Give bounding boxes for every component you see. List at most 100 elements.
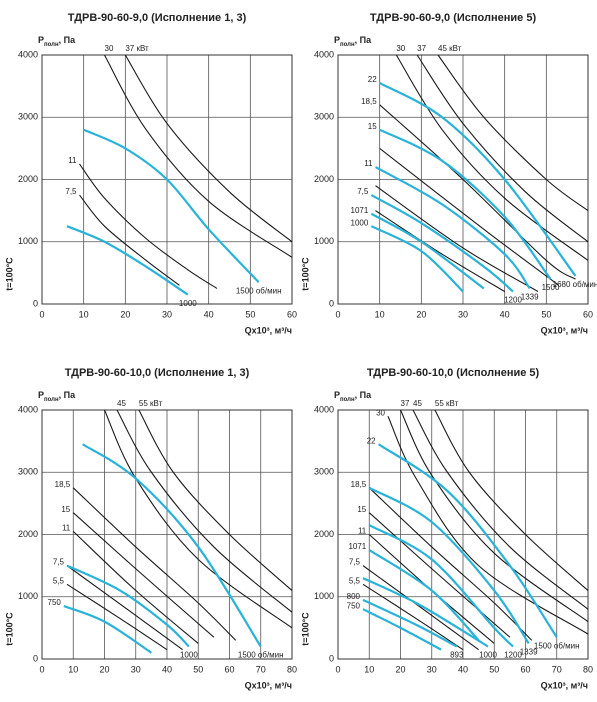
x-tick-label: 60 [287, 309, 297, 319]
curve [379, 104, 576, 280]
y-tick-label: 3000 [18, 112, 38, 122]
curve-label: 5,5 [53, 576, 65, 585]
curve-label: 15 [368, 122, 377, 131]
y-label-symbol: P [334, 390, 340, 400]
x-tick-label: 40 [204, 309, 214, 319]
curve-label: 750 [48, 598, 62, 607]
x-tick-label: 10 [68, 664, 78, 674]
curve [379, 82, 577, 277]
curve-label: 55 кВт [435, 399, 459, 408]
y-tick-label: 2000 [314, 529, 334, 539]
curve-label: 37 [401, 399, 410, 408]
curve-label: 11 [62, 523, 71, 532]
curve [362, 608, 442, 651]
curve-label: 1000 [479, 651, 497, 660]
side-label: t=100°C [300, 612, 310, 646]
y-tick-label: 1000 [314, 591, 334, 601]
curve-label: 1200 [504, 651, 522, 660]
side-label: t=100°C [4, 612, 14, 646]
curve-label: 7,5 [65, 187, 77, 196]
y-tick-label: 2000 [18, 174, 38, 184]
curve [66, 583, 168, 651]
curve [66, 565, 183, 651]
curve [375, 210, 505, 293]
y-label-unit: , Па [355, 35, 372, 45]
y-axis-label: Pполн, Па [334, 390, 372, 402]
curve [72, 487, 237, 641]
curve-label: 30 [105, 44, 114, 53]
x-tick-label: 0 [335, 309, 340, 319]
curve [116, 409, 293, 613]
curve [412, 409, 589, 610]
x-tick-label: 20 [395, 664, 405, 674]
y-label-unit: , Па [355, 390, 372, 400]
x-tick-label: 10 [79, 309, 89, 319]
x-tick-label: 30 [458, 309, 468, 319]
y-tick-label: 1000 [18, 236, 38, 246]
x-tick-label: 60 [583, 309, 593, 319]
curve-label: 22 [367, 436, 376, 445]
curve [368, 486, 530, 645]
curve-label: 1500 [542, 283, 560, 292]
x-tick-label: 0 [335, 664, 340, 674]
curve [79, 194, 180, 286]
curve [63, 605, 152, 654]
side-label: t=100°C [300, 257, 310, 291]
curve [103, 409, 293, 629]
curve-label: 1339 [520, 648, 538, 657]
curve-label: 45 [117, 399, 126, 408]
x-tick-label: 70 [552, 664, 562, 674]
curve-label: 1000 [180, 651, 198, 660]
y-label-symbol: P [334, 35, 340, 45]
curve [79, 163, 218, 289]
curve [370, 225, 464, 293]
x-tick-label: 40 [500, 309, 510, 319]
x-tick-label: 60 [520, 664, 530, 674]
chart-title: ТДРВ-90-60-9,0 (Исполнение 5) [370, 12, 537, 24]
curve-label: 1071 [351, 206, 369, 215]
x-tick-label: 70 [256, 664, 266, 674]
curve [72, 512, 215, 638]
curve-label: 11 [364, 159, 373, 168]
y-axis-label: Pполн, Па [334, 35, 372, 47]
y-label-unit: , Па [59, 390, 76, 400]
y-tick-label: 2000 [314, 174, 334, 184]
x-tick-label: 40 [162, 664, 172, 674]
x-tick-label: 50 [489, 664, 499, 674]
x-tick-label: 10 [364, 664, 374, 674]
curve [368, 487, 533, 641]
y-tick-label: 4000 [314, 404, 334, 414]
x-axis-label: Qx10³, м³/ч [541, 325, 588, 335]
curve [66, 564, 190, 648]
curve [378, 443, 558, 638]
y-label-subscript: полн [340, 397, 355, 403]
x-tick-label: 30 [427, 664, 437, 674]
curve [379, 128, 552, 280]
curve-label: 893 [450, 651, 464, 660]
x-tick-label: 10 [375, 309, 385, 319]
curve [82, 443, 262, 648]
x-tick-label: 20 [99, 664, 109, 674]
curve [370, 194, 514, 293]
curve [362, 577, 489, 648]
x-tick-label: 30 [162, 309, 172, 319]
curve-label: 11 [68, 156, 77, 165]
curve-label: 18,5 [351, 480, 367, 489]
x-tick-label: 20 [416, 309, 426, 319]
y-tick-label: 1000 [314, 236, 334, 246]
y-axis-label: Pполн, Па [38, 390, 76, 402]
curve-label: 7,5 [357, 187, 369, 196]
curve-label: 30 [396, 44, 405, 53]
curve-label: 37 кВт [125, 44, 149, 53]
y-tick-label: 0 [329, 298, 334, 308]
x-tick-label: 0 [39, 664, 44, 674]
chart-title: ТДРВ-90-60-10,0 (Исполнение 5) [367, 367, 540, 379]
curve-label: 1000 [179, 299, 197, 308]
y-tick-label: 2000 [18, 529, 38, 539]
curve-label: 1680 об/мин [553, 280, 597, 289]
curve-label: 45 [413, 399, 422, 408]
curve-label: 37 [417, 44, 426, 53]
y-tick-label: 0 [33, 298, 38, 308]
y-label-symbol: P [38, 390, 44, 400]
